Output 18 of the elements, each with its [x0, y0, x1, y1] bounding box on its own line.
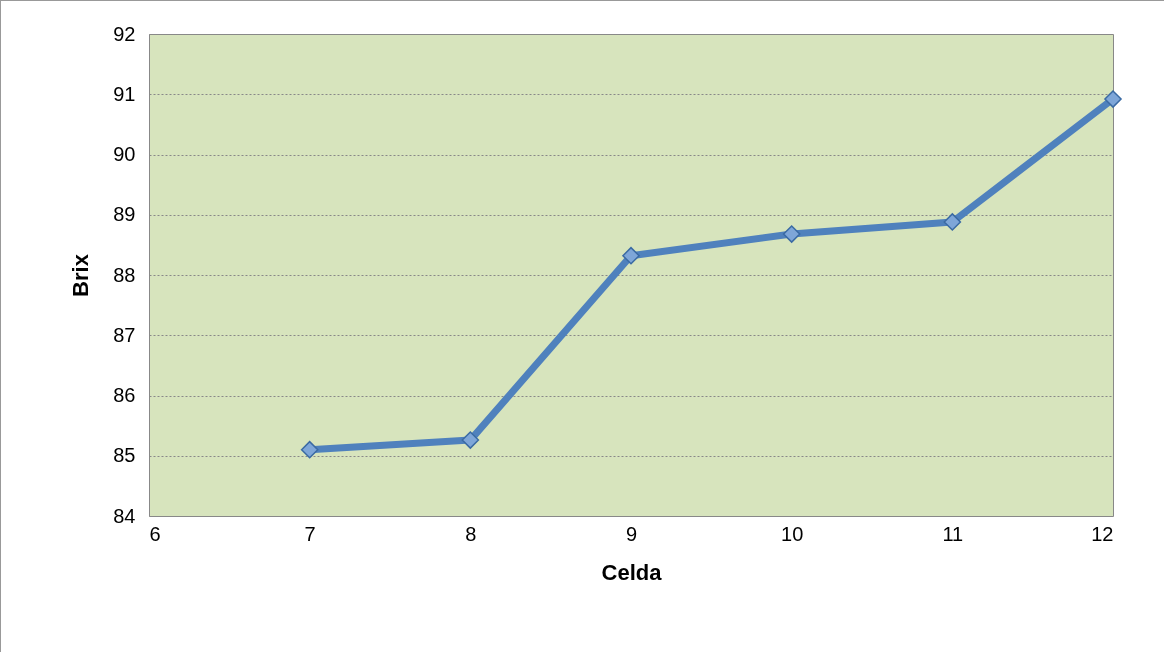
- y-tick-label: 92: [113, 22, 136, 45]
- x-tick-label: 10: [781, 522, 804, 545]
- y-tick-label: 85: [113, 444, 136, 467]
- x-axis-title: Celda: [601, 559, 663, 585]
- y-tick-label: 88: [113, 263, 136, 286]
- y-tick-label: 84: [113, 504, 136, 527]
- y-tick-label: 89: [113, 203, 136, 226]
- y-tick-label: 87: [113, 323, 136, 346]
- x-tick-label: 11: [942, 522, 964, 545]
- x-tick-label: 8: [465, 522, 477, 545]
- y-tick-label: 86: [113, 384, 136, 406]
- y-axis-title: Brix: [68, 253, 94, 297]
- x-tick-label: 9: [625, 522, 638, 545]
- y-tick-label: 91: [113, 82, 136, 105]
- x-tick-label: 7: [304, 522, 316, 545]
- x-tick-label: 12: [1091, 522, 1114, 545]
- y-tick-label: 90: [113, 143, 136, 165]
- x-tick-label: 6: [149, 522, 161, 545]
